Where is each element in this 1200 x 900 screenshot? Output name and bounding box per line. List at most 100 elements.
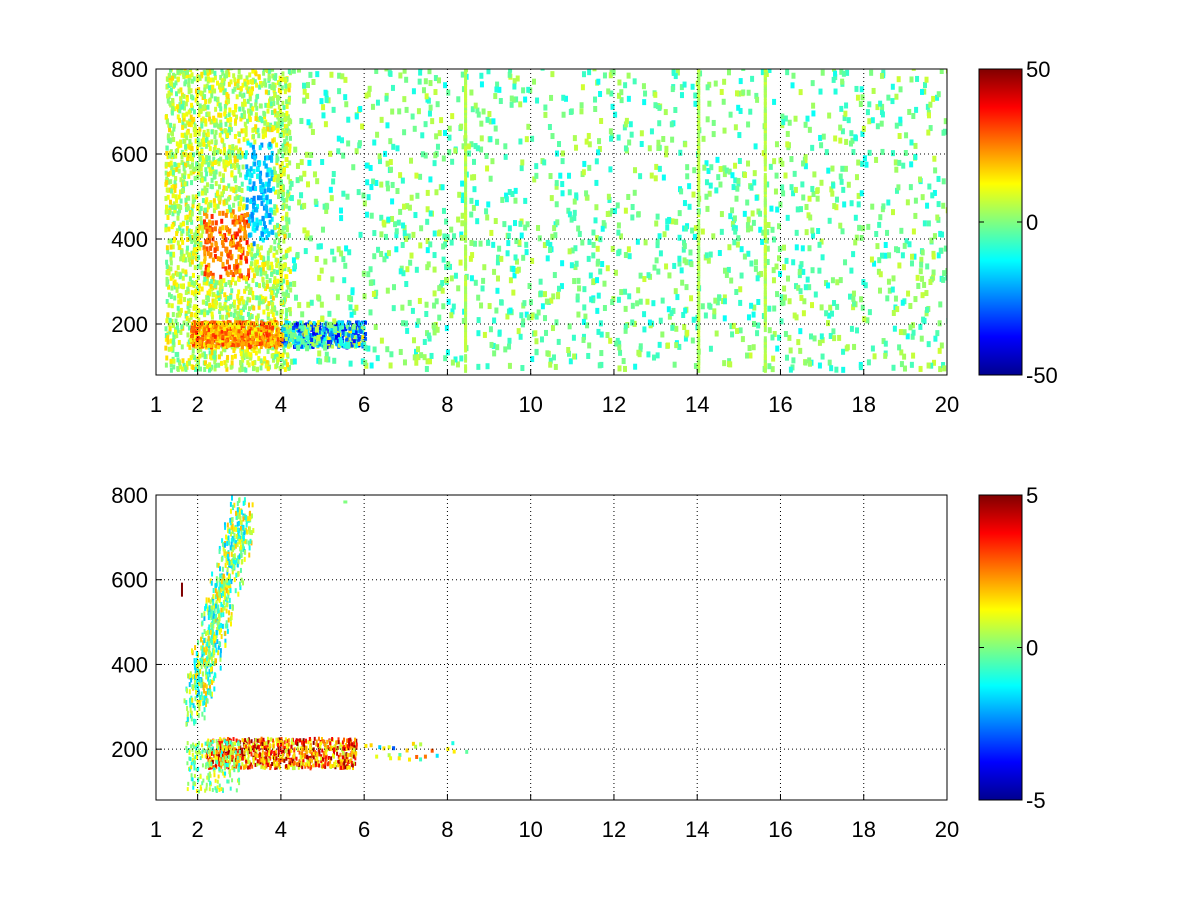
heatmap-cell [673, 73, 678, 80]
heatmap-cell [623, 327, 628, 334]
heatmap-cell [280, 160, 284, 166]
heatmap-cell [488, 326, 493, 333]
heatmap-cell [282, 171, 286, 177]
heatmap-cell [254, 332, 258, 337]
heatmap-cell [164, 223, 168, 229]
heatmap-cell [543, 315, 548, 322]
heatmap-cell [232, 299, 236, 305]
heatmap-cell [196, 275, 200, 281]
heatmap-cell [730, 331, 735, 338]
heatmap-cell [931, 95, 936, 102]
heatmap-cell [467, 150, 472, 157]
heatmap-cell [259, 220, 263, 226]
heatmap-cell [264, 89, 268, 95]
heatmap-cell [941, 362, 946, 369]
heatmap-cell [424, 310, 429, 317]
heatmap-cell [205, 69, 209, 73]
heatmap-cell [187, 282, 191, 288]
heatmap-cell [633, 363, 638, 370]
heatmap-cell [233, 231, 237, 237]
heatmap-cell [920, 275, 925, 282]
heatmap-cell [270, 176, 274, 182]
heatmap-cell [239, 309, 243, 315]
heatmap-cell [188, 303, 192, 309]
heatmap-cell [255, 259, 259, 265]
heatmap-cell [181, 228, 185, 234]
heatmap-cell [616, 134, 621, 141]
heatmap-cell [214, 362, 218, 368]
heatmap-cell [171, 193, 175, 199]
heatmap-cell [229, 269, 233, 275]
heatmap-cell [708, 345, 713, 352]
heatmap-cell [756, 322, 761, 329]
heatmap-cell [746, 226, 751, 233]
heatmap-cell [794, 229, 799, 236]
heatmap-cell [266, 264, 270, 270]
heatmap-cell [192, 237, 196, 243]
heatmap-cell [267, 340, 271, 345]
heatmap-cell [176, 215, 180, 221]
heatmap-cell [320, 330, 324, 335]
heatmap-cell [330, 276, 335, 283]
heatmap-cell [259, 299, 263, 305]
heatmap-cell [623, 323, 628, 330]
heatmap-cell [230, 213, 234, 219]
heatmap-cell [242, 226, 246, 232]
heatmap-cell [630, 319, 635, 326]
heatmap-cell [289, 327, 293, 332]
heatmap-cell [805, 276, 810, 283]
heatmap-cell [623, 145, 628, 152]
heatmap-cell [305, 333, 310, 340]
heatmap-cell [173, 329, 177, 335]
heatmap-cell [286, 189, 290, 195]
heatmap-cell [576, 311, 581, 318]
heatmap-cell [849, 325, 854, 332]
heatmap-cell [495, 344, 500, 351]
heatmap-cell [283, 150, 287, 156]
heatmap-cell [372, 139, 377, 146]
heatmap-cell [212, 171, 216, 177]
heatmap-cell [507, 189, 512, 196]
heatmap-cell [251, 217, 255, 223]
heatmap-cell [810, 80, 815, 87]
heatmap-cell [772, 331, 777, 338]
heatmap-cell [898, 86, 903, 93]
heatmap-cell [268, 278, 272, 284]
heatmap-cell [308, 333, 312, 338]
heatmap-cell [205, 182, 209, 188]
heatmap-cell [170, 164, 174, 170]
heatmap-cell [168, 75, 172, 81]
heatmap-cell [196, 362, 200, 368]
heatmap-cell [337, 343, 341, 348]
heatmap-cell [812, 335, 817, 342]
heatmap-cell [791, 259, 796, 266]
heatmap-cell [267, 71, 271, 77]
heatmap-cell [249, 110, 253, 116]
heatmap-cell [425, 96, 430, 103]
heatmap-cell [741, 89, 746, 96]
heatmap-cell [209, 84, 213, 90]
heatmap-cell [214, 169, 218, 175]
heatmap-cell [425, 218, 430, 225]
heatmap-cell [282, 105, 286, 111]
heatmap-cell [274, 292, 278, 298]
heatmap-cell [205, 341, 209, 346]
heatmap-cell [273, 317, 277, 323]
heatmap-cell [286, 83, 290, 89]
heatmap-cell [199, 264, 203, 270]
heatmap-cell [185, 225, 189, 231]
heatmap-cell [375, 99, 380, 106]
heatmap-cell [685, 164, 690, 171]
heatmap-cell [173, 295, 177, 301]
heatmap-cell [609, 135, 614, 142]
heatmap-cell [216, 203, 220, 209]
heatmap-cell [188, 144, 192, 150]
heatmap-cell [196, 228, 200, 234]
heatmap-cell [437, 130, 442, 137]
heatmap-cell [249, 261, 253, 267]
heatmap-cell [248, 113, 252, 119]
heatmap-cell [200, 270, 204, 276]
heatmap-cell [318, 342, 322, 347]
heatmap-cell [641, 83, 646, 90]
heatmap-cell [833, 88, 838, 95]
